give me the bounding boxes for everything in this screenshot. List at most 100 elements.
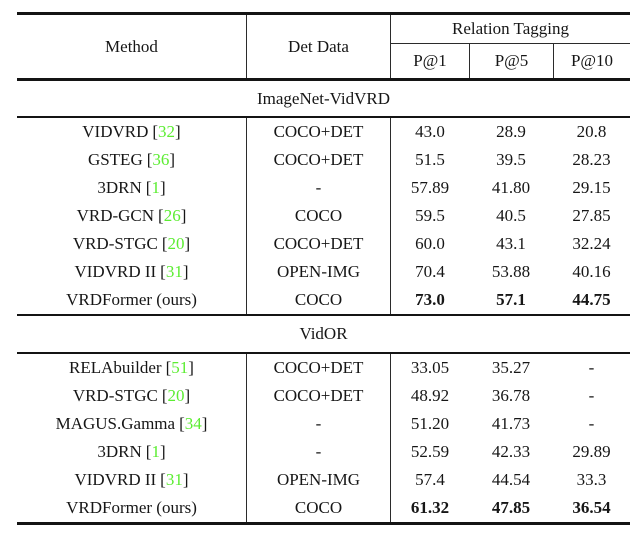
p5-cell: 57.1	[496, 290, 526, 309]
p5-cell: 41.73	[491, 414, 531, 433]
table-row: VIDVRD II [31] OPEN-IMG 57.4 44.54 33.3	[17, 466, 630, 494]
method-cell: VIDVRD [32]	[17, 118, 247, 146]
p1-cell: 48.92	[410, 386, 450, 405]
citation-number[interactable]: 51	[171, 358, 189, 377]
citation: [20]	[161, 386, 191, 405]
p5-cell: 53.88	[491, 262, 531, 281]
p10-cell: 20.8	[576, 122, 607, 141]
citation-number[interactable]: 32	[158, 122, 176, 141]
p10-cell: 33.3	[576, 470, 607, 489]
det-data-cell: COCO	[247, 202, 391, 230]
method-name: MAGUS.Gamma	[55, 414, 176, 433]
det-data-cell: OPEN-IMG	[247, 466, 391, 494]
citation-number[interactable]: 26	[163, 206, 181, 225]
table-row: VRD-GCN [26] COCO 59.5 40.5 27.85	[17, 202, 630, 230]
p5-cell: 36.78	[491, 386, 531, 405]
p5-cell: 41.80	[491, 178, 531, 197]
citation: [51]	[165, 358, 194, 377]
relation-tagging-header: Relation Tagging	[391, 15, 630, 44]
method-cell: 3DRN [1]	[17, 438, 247, 466]
table-row: VIDVRD [32] COCO+DET 43.0 28.9 20.8	[17, 118, 630, 146]
p10-cell: 44.75	[572, 290, 611, 309]
method-name: VRD-GCN	[76, 206, 155, 225]
p10-cell: 29.89	[572, 442, 611, 461]
section-title: VidOR	[299, 324, 348, 343]
method-name: VRDFormer (ours)	[66, 498, 197, 517]
p1-cell: 43.0	[415, 122, 445, 141]
table-row: 3DRN [1] - 57.89 41.80 29.15	[17, 174, 630, 202]
rule-above-section-2	[17, 314, 630, 316]
det-data-cell: COCO	[247, 286, 391, 314]
method-cell: 3DRN [1]	[17, 174, 247, 202]
p1-cell: 59.5	[415, 206, 445, 225]
method-cell: VRD-STGC [20]	[17, 382, 247, 410]
citation-number[interactable]: 1	[151, 178, 160, 197]
citation: [1]	[145, 178, 166, 197]
method-name: RELAbuilder	[69, 358, 162, 377]
method-cell: VIDVRD II [31]	[17, 466, 247, 494]
citation-number[interactable]: 1	[151, 442, 160, 461]
method-name: VRD-STGC	[72, 386, 158, 405]
table-row-ours: VRDFormer (ours) [] COCO 73.0 57.1 44.75	[17, 286, 630, 314]
rule-bottom	[17, 522, 630, 525]
citation-number[interactable]: 31	[165, 262, 183, 281]
p5-cell: 35.27	[491, 358, 531, 377]
table-row: MAGUS.Gamma [34] - 51.20 41.73 -	[17, 410, 630, 438]
section-header-vidor: VidOR	[17, 316, 630, 352]
method-cell: VRD-STGC [20]	[17, 230, 247, 258]
section-title: ImageNet-VidVRD	[256, 88, 391, 108]
method-cell: RELAbuilder [51]	[17, 354, 247, 382]
det-data-cell: -	[247, 174, 391, 202]
results-table: Method Det Data Relation Tagging P@1 P@5…	[17, 12, 630, 525]
table-row-ours: VRDFormer (ours) [] COCO 61.32 47.85 36.…	[17, 494, 630, 522]
rule-below-section-1	[17, 116, 630, 118]
p1-cell: 51.20	[410, 414, 450, 433]
det-data-cell: -	[247, 410, 391, 438]
method-name: 3DRN	[97, 442, 142, 461]
p1-header: P@1	[413, 50, 447, 70]
section-header-imagenet-vidvrd: ImageNet-VidVRD	[17, 81, 630, 116]
p1-cell: 57.89	[410, 178, 450, 197]
p5-cell: 39.5	[496, 150, 526, 169]
citation: [1]	[145, 442, 166, 461]
citation-number[interactable]: 31	[165, 470, 183, 489]
method-name: VIDVRD II	[74, 470, 157, 489]
p1-cell: 52.59	[410, 442, 450, 461]
p5-cell: 44.54	[491, 470, 531, 489]
method-cell: VRD-GCN [26]	[17, 202, 247, 230]
citation-number[interactable]: 34	[184, 414, 202, 433]
p10-cell: 36.54	[572, 498, 611, 517]
citation: [32]	[152, 122, 181, 141]
relation-tagging-label: Relation Tagging	[451, 18, 569, 38]
method-cell: GSTEG [36]	[17, 146, 247, 174]
metric-subheaders: P@1 P@5 P@10	[391, 43, 630, 78]
citation-number[interactable]: 36	[152, 150, 170, 169]
p10-cell: 27.85	[572, 206, 611, 225]
citation-number[interactable]: 20	[167, 234, 185, 253]
p5-cell: 42.33	[491, 442, 531, 461]
citation: [34]	[179, 414, 208, 433]
table-row: VIDVRD II [31] OPEN-IMG 70.4 53.88 40.16	[17, 258, 630, 286]
method-name: VRDFormer (ours)	[66, 290, 197, 309]
table-header: Method Det Data Relation Tagging P@1 P@5…	[17, 15, 630, 78]
det-data-cell: COCO	[247, 494, 391, 522]
det-data-cell: COCO+DET	[247, 230, 391, 258]
p5-cell: 43.1	[496, 234, 526, 253]
p5-cell: 28.9	[496, 122, 526, 141]
p5-cell: 40.5	[496, 206, 526, 225]
citation: [20]	[161, 234, 191, 253]
p10-cell: -	[588, 386, 595, 405]
method-cell: MAGUS.Gamma [34]	[17, 410, 247, 438]
table-row: VRD-STGC [20] COCO+DET 60.0 43.1 32.24	[17, 230, 630, 258]
rule-top	[17, 12, 630, 15]
method-cell: VRDFormer (ours) []	[17, 286, 247, 314]
citation-number[interactable]: 20	[167, 386, 185, 405]
det-data-cell: COCO+DET	[247, 354, 391, 382]
citation: [26]	[158, 206, 187, 225]
p10-cell: -	[588, 358, 595, 377]
citation: [36]	[146, 150, 176, 169]
rule-below-header	[17, 78, 630, 81]
method-header-label: Method	[105, 36, 158, 56]
p10-cell: -	[588, 414, 595, 433]
